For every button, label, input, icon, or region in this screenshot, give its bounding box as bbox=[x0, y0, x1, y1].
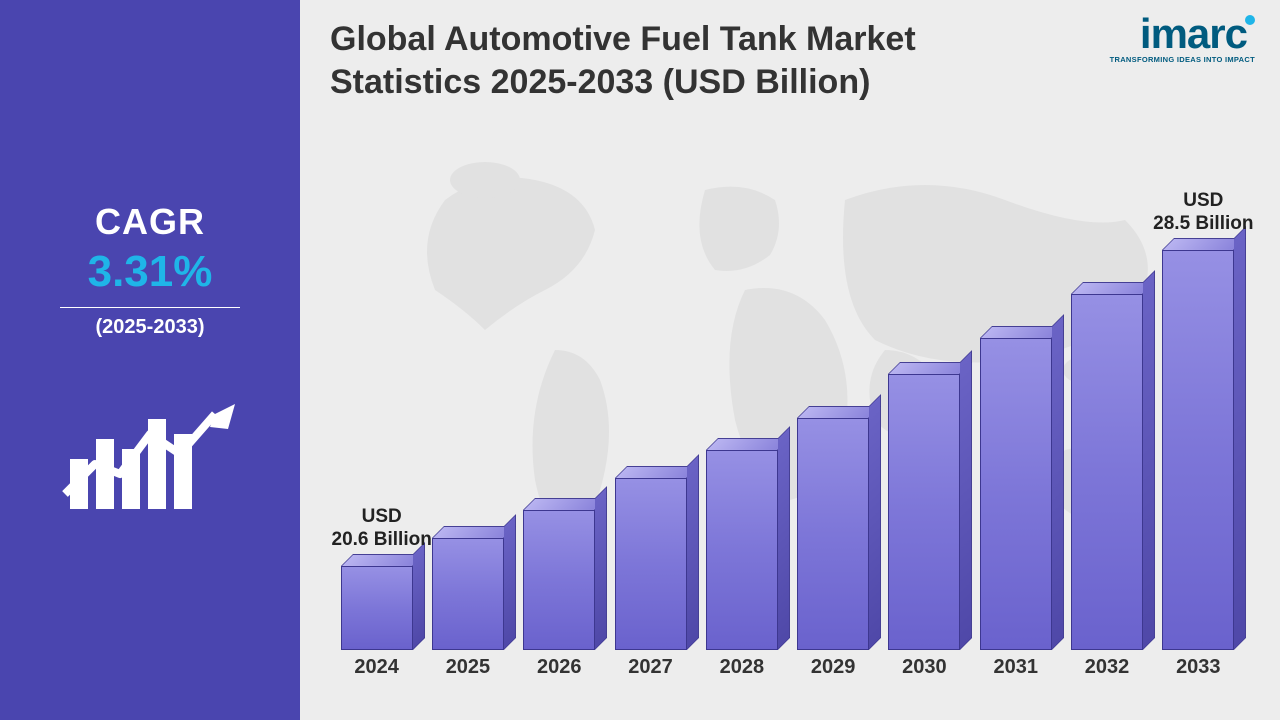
x-label: 2024 bbox=[335, 650, 418, 690]
bar bbox=[523, 510, 595, 650]
bar bbox=[615, 478, 687, 650]
cagr-value: 3.31% bbox=[88, 247, 213, 297]
bar-2024 bbox=[335, 120, 418, 650]
bar bbox=[797, 418, 869, 650]
bar-2031 bbox=[974, 120, 1057, 650]
main-panel: Global Automotive Fuel Tank Market Stati… bbox=[300, 0, 1280, 720]
value-callout: USD20.6 Billion bbox=[322, 506, 442, 552]
bar bbox=[432, 538, 504, 650]
x-label: 2028 bbox=[700, 650, 783, 690]
x-label: 2029 bbox=[791, 650, 874, 690]
bar-2027 bbox=[609, 120, 692, 650]
logo-tagline: TRANSFORMING IDEAS INTO IMPACT bbox=[1110, 55, 1255, 64]
cagr-period: (2025-2033) bbox=[60, 307, 240, 339]
bar-2026 bbox=[518, 120, 601, 650]
bar bbox=[1162, 250, 1234, 650]
logo-dot-icon bbox=[1245, 15, 1255, 25]
x-label: 2033 bbox=[1157, 650, 1240, 690]
bar bbox=[341, 566, 413, 650]
bar-2029 bbox=[791, 120, 874, 650]
value-callout: USD28.5 Billion bbox=[1143, 190, 1263, 236]
bar-2025 bbox=[426, 120, 509, 650]
bar-2030 bbox=[883, 120, 966, 650]
x-label: 2026 bbox=[518, 650, 601, 690]
growth-chart-icon bbox=[60, 379, 240, 519]
cagr-label: CAGR bbox=[95, 201, 205, 243]
brand-logo: imarc TRANSFORMING IDEAS INTO IMPACT bbox=[1110, 15, 1255, 64]
x-label: 2030 bbox=[883, 650, 966, 690]
bar bbox=[706, 450, 778, 650]
sidebar-panel: CAGR 3.31% (2025-2033) bbox=[0, 0, 300, 720]
bar bbox=[1071, 294, 1143, 650]
bar-2028 bbox=[700, 120, 783, 650]
x-label: 2025 bbox=[426, 650, 509, 690]
x-label: 2027 bbox=[609, 650, 692, 690]
x-label: 2032 bbox=[1065, 650, 1148, 690]
x-axis-labels: 2024202520262027202820292030203120322033 bbox=[325, 650, 1250, 690]
chart-area: 2024202520262027202820292030203120322033… bbox=[325, 120, 1250, 690]
bar-series bbox=[325, 120, 1250, 650]
chart-title: Global Automotive Fuel Tank Market Stati… bbox=[330, 18, 1030, 103]
bar bbox=[980, 338, 1052, 650]
x-label: 2031 bbox=[974, 650, 1057, 690]
logo-text: imarc bbox=[1110, 15, 1255, 53]
bar bbox=[888, 374, 960, 650]
bar-2032 bbox=[1065, 120, 1148, 650]
